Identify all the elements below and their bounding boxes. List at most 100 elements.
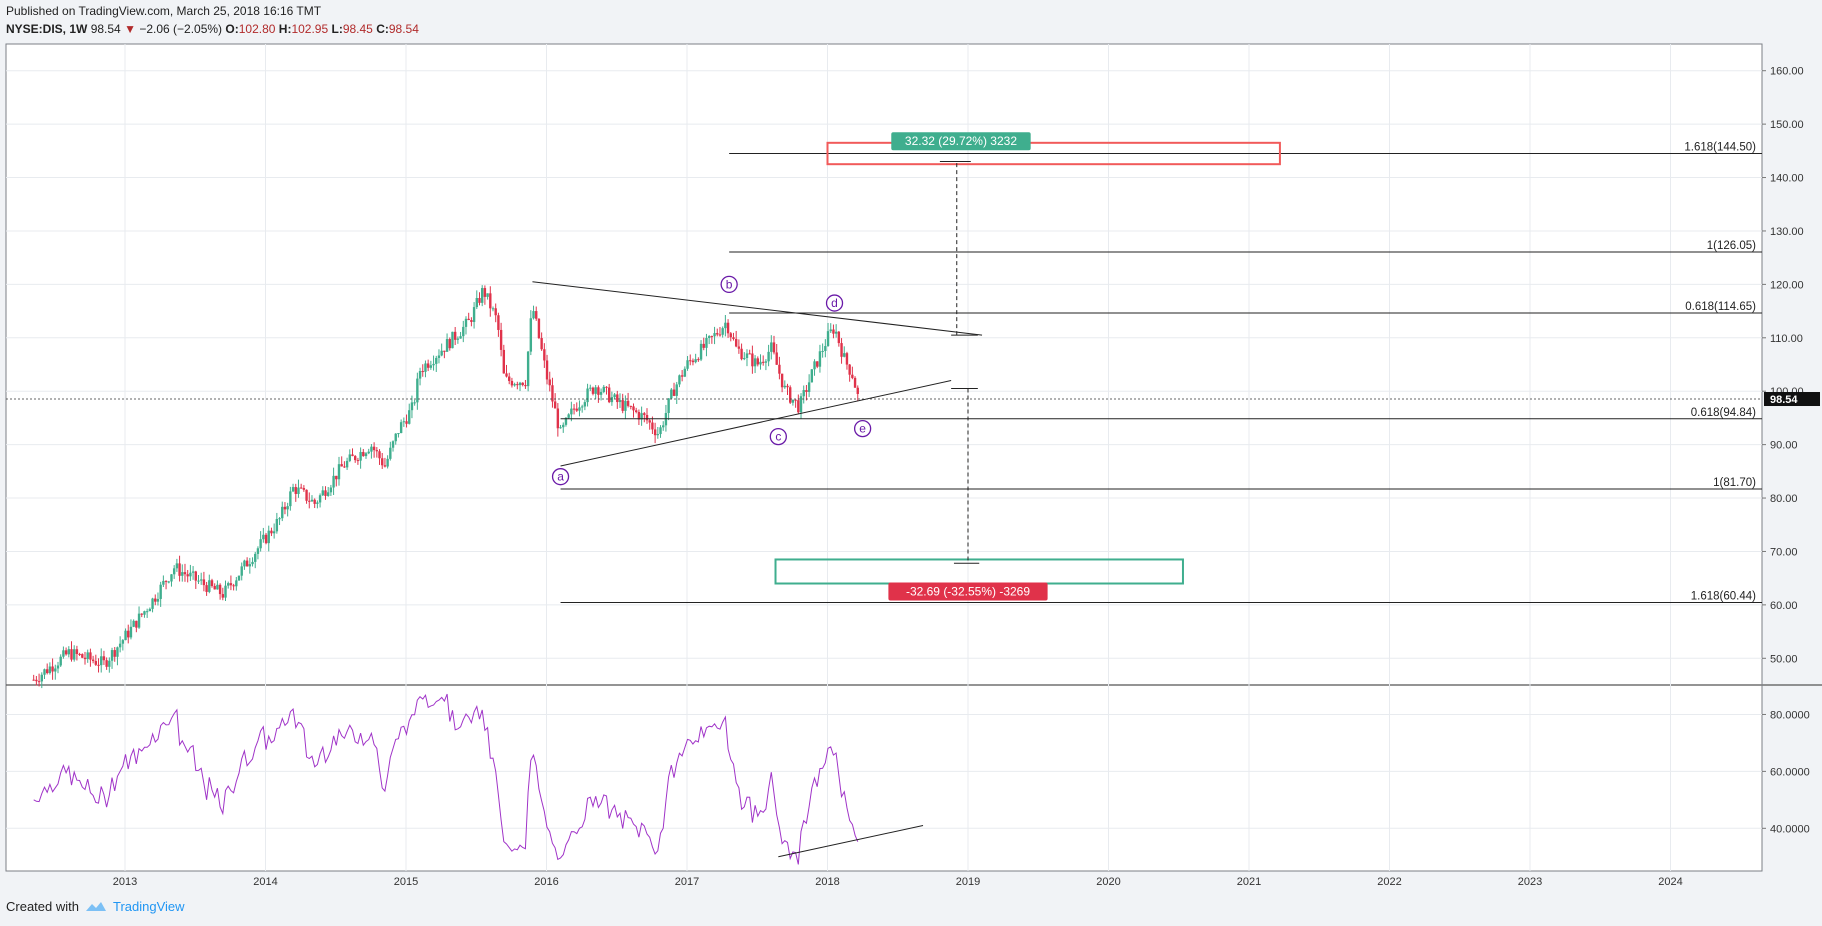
- candle-body: [291, 487, 295, 492]
- candle-body: [645, 414, 649, 421]
- high-value: 102.95: [291, 22, 329, 36]
- candle-body: [297, 487, 300, 494]
- candle-body: [91, 659, 95, 662]
- candle-body: [810, 369, 814, 383]
- candle-body: [191, 571, 195, 573]
- candle-body: [48, 666, 52, 674]
- candle-body: [618, 400, 622, 403]
- wave-label-a: a: [557, 470, 564, 484]
- candle-body: [213, 585, 216, 590]
- candle-body: [283, 506, 287, 510]
- tradingview-brand-link[interactable]: TradingView: [112, 899, 185, 914]
- symbol-header: NYSE:DIS, 1W 98.54 ▼ −2.06 (−2.05%) O:10…: [6, 22, 419, 36]
- candle-body: [116, 647, 119, 657]
- candle-body: [299, 487, 303, 489]
- candle-body: [232, 585, 235, 587]
- candle-body: [707, 336, 711, 338]
- candle-body: [816, 361, 819, 367]
- candle-body: [456, 338, 460, 340]
- candle-body: [145, 611, 149, 613]
- candle-body: [399, 422, 403, 434]
- candle-body: [778, 364, 781, 374]
- candle-body: [470, 320, 473, 322]
- candle-body: [435, 357, 438, 364]
- candle-body: [248, 564, 252, 567]
- candle-body: [383, 465, 387, 467]
- candle-body: [583, 402, 587, 407]
- candle-body: [162, 580, 165, 585]
- last-price-tag: [1764, 392, 1820, 407]
- candle-body: [289, 491, 292, 507]
- candle-body: [367, 451, 370, 454]
- candle-body: [794, 399, 797, 401]
- candle-body: [118, 643, 122, 648]
- tradingview-logo-icon: [85, 901, 106, 911]
- fib-level-label: 0.618(114.65): [1685, 301, 1756, 313]
- candle-body: [202, 579, 206, 586]
- candle-body: [637, 412, 641, 420]
- candle-body: [343, 466, 346, 468]
- candle-body: [324, 490, 327, 496]
- candle-body: [429, 365, 433, 368]
- candle-body: [589, 387, 592, 389]
- candle-body: [780, 373, 784, 388]
- candle-body: [686, 360, 689, 369]
- candle-body: [640, 413, 643, 420]
- close-label: C:: [376, 22, 389, 36]
- candle-body: [699, 343, 703, 360]
- candle-body: [356, 460, 360, 462]
- candle-body: [108, 660, 111, 667]
- candle-body: [448, 339, 451, 349]
- downside-target-label-bg: [888, 582, 1048, 601]
- candle-body: [486, 293, 489, 297]
- candle-body: [529, 318, 533, 352]
- x-tick-label: 2018: [815, 876, 839, 888]
- y-tick-label: 50.00: [1770, 653, 1798, 665]
- candle-body: [740, 348, 743, 360]
- candle-body: [564, 417, 568, 425]
- candle-body: [551, 385, 554, 402]
- candle-body: [124, 630, 127, 641]
- candle-body: [402, 421, 406, 423]
- candle-body: [51, 666, 54, 672]
- candle-body: [767, 351, 770, 362]
- candle-body: [359, 451, 362, 461]
- candle-body: [513, 384, 516, 386]
- candle-body: [148, 608, 152, 612]
- candle-body: [73, 649, 76, 660]
- plot-background: [5, 43, 1763, 872]
- candle-body: [129, 626, 133, 638]
- candle-body: [294, 487, 297, 494]
- candle-body: [516, 384, 519, 386]
- wave-label-d: d: [831, 296, 838, 310]
- candle-body: [340, 464, 343, 467]
- candle-body: [135, 620, 138, 628]
- candle-body: [524, 385, 527, 387]
- candle-body: [694, 359, 697, 363]
- candle-body: [386, 458, 389, 467]
- candle-body: [137, 613, 141, 628]
- candle-body: [599, 391, 603, 395]
- candle-body: [381, 458, 384, 466]
- candle-body: [89, 652, 92, 660]
- candle-body: [70, 649, 73, 660]
- candle-body: [305, 489, 308, 501]
- candle-body: [829, 329, 832, 332]
- candle-body: [508, 376, 511, 381]
- candle-body: [264, 534, 268, 544]
- candle-body: [464, 318, 468, 327]
- candle-body: [586, 388, 589, 403]
- candle-body: [613, 394, 616, 398]
- candle-body: [535, 311, 538, 319]
- candle-body: [837, 331, 841, 344]
- candle-body: [178, 563, 181, 576]
- candle-body: [308, 500, 311, 502]
- candle-body: [275, 518, 279, 532]
- candle-body: [743, 357, 746, 360]
- candle-body: [259, 539, 262, 549]
- candle-body: [221, 594, 225, 598]
- candle-body: [683, 368, 687, 377]
- candle-body: [826, 331, 830, 347]
- candle-body: [745, 353, 749, 358]
